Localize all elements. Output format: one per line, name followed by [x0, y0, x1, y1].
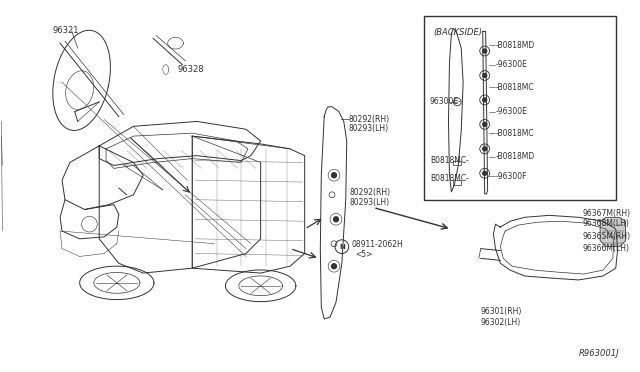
Text: -96300F: -96300F	[495, 172, 527, 181]
Circle shape	[332, 173, 337, 178]
Bar	[453, 180, 461, 185]
Text: 80293(LH): 80293(LH)	[349, 198, 390, 207]
Circle shape	[483, 49, 486, 53]
Bar	[424, 16, 616, 200]
Bar	[453, 161, 461, 166]
Polygon shape	[600, 217, 625, 247]
Circle shape	[483, 147, 486, 151]
Text: -B0818MD: -B0818MD	[495, 41, 534, 49]
Text: -96300E: -96300E	[495, 107, 527, 116]
Circle shape	[483, 171, 486, 175]
Text: 96300E-: 96300E-	[430, 97, 462, 106]
Text: N: N	[339, 244, 345, 250]
Text: -B0818MC: -B0818MC	[495, 83, 534, 92]
Circle shape	[333, 217, 339, 222]
Circle shape	[483, 74, 486, 77]
Text: 96367M(RH): 96367M(RH)	[582, 209, 630, 218]
Text: -B0818MD: -B0818MD	[495, 152, 534, 161]
Text: <5>: <5>	[356, 250, 373, 259]
Text: B0818MC-: B0818MC-	[430, 174, 468, 183]
Text: 80293(LH): 80293(LH)	[349, 124, 389, 134]
Text: 80292(RH): 80292(RH)	[349, 188, 391, 197]
Text: (BACKSIDE): (BACKSIDE)	[434, 28, 483, 36]
Text: 96301(RH): 96301(RH)	[481, 307, 522, 316]
Circle shape	[332, 264, 337, 269]
Text: 96321: 96321	[52, 26, 79, 35]
Text: -96300E: -96300E	[495, 60, 527, 69]
Text: R963001J: R963001J	[579, 349, 620, 358]
Circle shape	[483, 122, 486, 126]
Text: 96365M(RH): 96365M(RH)	[582, 232, 630, 241]
Text: 96368M(LH): 96368M(LH)	[582, 219, 629, 228]
Text: 80292(RH): 80292(RH)	[349, 115, 390, 124]
Text: 96328: 96328	[177, 65, 204, 74]
Text: 96302(LH): 96302(LH)	[481, 318, 521, 327]
Text: B0818MC-: B0818MC-	[430, 156, 468, 165]
Text: -B0818MC: -B0818MC	[495, 129, 534, 138]
Text: 08911-2062H: 08911-2062H	[351, 240, 403, 249]
Text: 96366M(LH): 96366M(LH)	[582, 244, 630, 253]
Circle shape	[483, 98, 486, 102]
